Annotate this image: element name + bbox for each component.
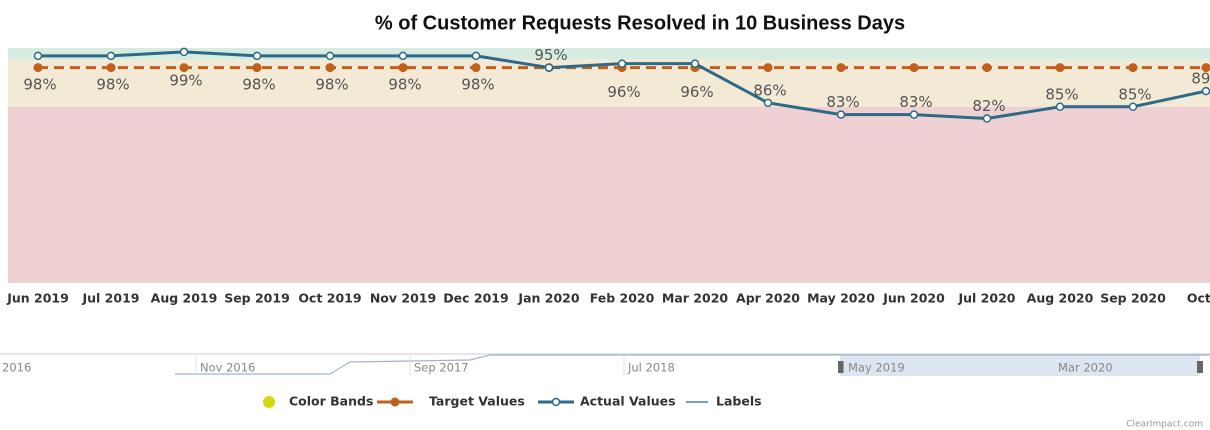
navigator-label: Mar 2020 <box>1058 361 1113 375</box>
navigator-label: 2016 <box>2 361 31 375</box>
value-label: 89% <box>1191 70 1210 88</box>
navigator-label: Jul 2018 <box>627 361 675 375</box>
actual-point <box>33 51 43 61</box>
value-label: 83% <box>899 93 932 111</box>
legend-label: Labels <box>716 394 762 409</box>
legend-label: Actual Values <box>580 394 676 409</box>
x-tick-label: Aug 2019 <box>151 291 218 306</box>
value-label: 98% <box>461 75 494 93</box>
x-tick-label: Dec 2019 <box>443 291 508 306</box>
color-band <box>8 59 1210 107</box>
actual-point <box>544 63 554 72</box>
value-label: 83% <box>826 93 859 111</box>
x-tick-label: Feb 2020 <box>590 291 655 306</box>
actual-point <box>106 51 116 61</box>
x-tick-label: Sep 2019 <box>224 291 290 306</box>
actual-point <box>1128 102 1138 111</box>
actual-point <box>325 51 335 61</box>
value-label: 98% <box>23 75 56 93</box>
x-tick-label: Nov 2019 <box>370 291 436 306</box>
value-label: 96% <box>607 83 640 101</box>
x-tick-label: May 2020 <box>807 291 875 306</box>
actual-point <box>982 114 992 123</box>
x-tick-label: Jun 2019 <box>6 291 69 306</box>
target-point <box>106 63 116 73</box>
chart-title: % of Customer Requests Resolved in 10 Bu… <box>375 12 905 34</box>
actual-point <box>909 110 919 119</box>
credit: ClearImpact.com <box>1126 420 1203 430</box>
x-tick-label: Mar 2020 <box>662 291 728 306</box>
x-tick-label: Sep 2020 <box>1100 291 1166 306</box>
value-label: 98% <box>96 75 129 93</box>
x-tick-label: Aug 2020 <box>1027 291 1094 306</box>
x-tick-label: Oct... <box>1187 291 1210 306</box>
value-label: 99% <box>169 71 202 89</box>
legend-label: Target Values <box>429 394 525 409</box>
navigator-selection <box>840 355 1200 376</box>
legend-marker <box>263 396 275 408</box>
target-point <box>982 63 992 73</box>
x-tick-label: Jun 2020 <box>882 291 945 306</box>
x-tick-label: Jul 2020 <box>958 291 1016 306</box>
navigator-handle <box>1197 361 1203 373</box>
value-label: 96% <box>680 83 713 101</box>
x-tick-label: Oct 2019 <box>298 291 361 306</box>
actual-point <box>617 59 627 68</box>
actual-point <box>1055 102 1065 111</box>
target-point <box>1128 63 1138 73</box>
target-point <box>33 63 43 73</box>
navigator-label: Sep 2017 <box>414 361 469 375</box>
navigator-label: Nov 2016 <box>200 361 255 375</box>
actual-point <box>398 51 408 61</box>
actual-point <box>179 47 189 57</box>
target-point <box>763 63 773 73</box>
color-band <box>8 106 1210 283</box>
target-point <box>909 63 919 73</box>
target-point <box>179 63 189 73</box>
target-point <box>836 63 846 73</box>
target-point <box>252 63 262 73</box>
value-label: 86% <box>753 81 786 99</box>
color-band <box>8 48 1210 60</box>
actual-point <box>252 51 262 61</box>
legend-label: Color Bands <box>289 394 373 409</box>
actual-point <box>690 59 700 68</box>
actual-point <box>836 110 846 119</box>
navigator-label: May 2019 <box>848 361 905 375</box>
value-label: 85% <box>1045 85 1078 103</box>
target-point <box>1055 63 1065 73</box>
navigator-handle <box>838 361 844 373</box>
value-label: 85% <box>1118 85 1151 103</box>
value-label: 98% <box>388 75 421 93</box>
value-label: 82% <box>972 97 1005 115</box>
value-label: 98% <box>315 75 348 93</box>
x-tick-label: Jan 2020 <box>517 291 579 306</box>
value-label: 95% <box>534 46 567 64</box>
target-point <box>1201 63 1210 73</box>
actual-point <box>1201 86 1210 96</box>
actual-point <box>471 51 481 61</box>
value-label: 98% <box>242 75 275 93</box>
legend-marker <box>390 397 400 407</box>
x-tick-label: Apr 2020 <box>736 291 800 306</box>
target-point <box>471 63 481 73</box>
x-tick-label: Jul 2019 <box>82 291 140 306</box>
actual-point <box>763 98 773 108</box>
target-point <box>398 63 408 73</box>
legend-marker <box>551 397 561 407</box>
target-point <box>325 63 335 73</box>
